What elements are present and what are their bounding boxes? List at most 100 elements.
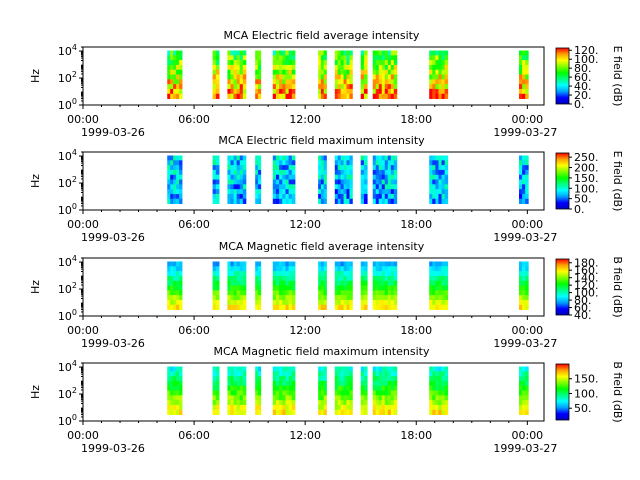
heatmap-cell [279,266,283,272]
heatmap-cell [233,266,238,272]
heatmap-cell [215,290,220,296]
heatmap-cell [318,193,322,200]
heatmap-cell [320,380,325,387]
heatmap-cell [360,400,365,406]
heatmap-cell [257,74,262,80]
heatmap-cell [230,400,234,406]
heatmap-cell [230,160,234,166]
heatmap-cell [257,261,262,267]
heatmap-cell [343,79,347,85]
heatmap-cell [239,160,244,166]
heatmap-cell [340,376,344,382]
heatmap-cell [432,184,436,190]
heatmap-cell [525,160,529,166]
heatmap-cell [340,93,344,99]
heatmap-cell [272,60,277,66]
heatmap-cell [429,366,433,372]
heatmap-cell [272,266,277,272]
heatmap-cell [429,55,433,61]
heatmap-cell [279,179,283,185]
heatmap-cell [349,174,353,180]
heatmap-cell [282,385,286,391]
heatmap-cell [349,285,353,291]
colorbar-tick-label: 100. [574,387,599,400]
heatmap-cell [432,160,436,166]
heatmap-cell [227,79,231,85]
heatmap-cell [242,280,247,286]
heatmap-cell [230,376,234,382]
heatmap-cell [337,69,342,75]
heatmap-cell [360,390,365,396]
heatmap-cell [167,93,171,99]
heatmap-cell [179,84,183,90]
heatmap-cell [429,93,433,99]
heatmap-cell [522,160,526,166]
heatmap-cell [215,285,220,291]
colorbar [555,152,570,210]
heatmap-cell [257,385,262,391]
heatmap-cell [363,184,368,190]
heatmap-cell [173,409,177,415]
heatmap-cell [212,261,217,267]
heatmap-cell [272,189,277,195]
heatmap-cell [242,179,247,185]
heatmap-cell [257,280,262,286]
heatmap-cell [435,271,439,277]
heatmap-cell [343,390,347,396]
heatmap-cell [381,88,386,95]
heatmap-cell [429,174,433,180]
heatmap-cell [167,169,171,176]
heatmap-cell [176,371,180,377]
heatmap-cell [337,390,342,396]
heatmap-cell [334,285,339,291]
heatmap-cell [230,169,234,176]
heatmap-cell [285,64,290,71]
heatmap-cell [360,50,365,56]
heatmap-cell [346,69,350,75]
heatmap-cell [393,155,398,161]
date-label: 1999-03-27 [493,126,557,139]
heatmap-cell [279,390,283,396]
heatmap-cell [519,290,523,296]
spectrogram-panel: MCA Electric field average intensityHz10… [29,29,624,139]
heatmap-cell [230,409,234,415]
heatmap-cell [429,165,433,171]
heatmap-cell [288,174,293,180]
heatmap-cell [179,93,183,99]
heatmap-cell [346,385,350,391]
heatmap-cell [381,285,386,291]
heatmap-cell [233,290,238,296]
heatmap-cell [375,275,380,282]
heatmap-cell [167,79,171,85]
heatmap-cell [239,395,244,401]
heatmap-cell [318,64,322,71]
heatmap-cell [435,304,439,310]
heatmap-cell [360,275,365,282]
heatmap-cell [432,189,436,195]
heatmap-cell [176,376,180,382]
heatmap-cell [372,155,377,161]
heatmap-cell [167,174,171,180]
heatmap-cell [343,60,347,66]
heatmap-cell [387,366,392,372]
heatmap-cell [340,189,344,195]
heatmap-cell [381,160,386,166]
heatmap-cell [279,261,283,267]
heatmap-cell [334,88,339,95]
heatmap-cell [435,366,439,372]
heatmap-cell [282,93,286,99]
heatmap-cell [291,184,296,190]
heatmap-cell [272,400,277,406]
heatmap-cell [272,261,277,267]
heatmap-cell [337,60,342,66]
heatmap-cell [337,88,342,95]
heatmap-cell [372,50,377,56]
heatmap-cell [360,88,365,95]
heatmap-cell [288,299,293,306]
heatmap-cell [519,160,523,166]
heatmap-cell [285,285,290,291]
heatmap-cell [432,390,436,396]
heatmap-cell [275,295,280,301]
heatmap-cell [323,385,327,391]
